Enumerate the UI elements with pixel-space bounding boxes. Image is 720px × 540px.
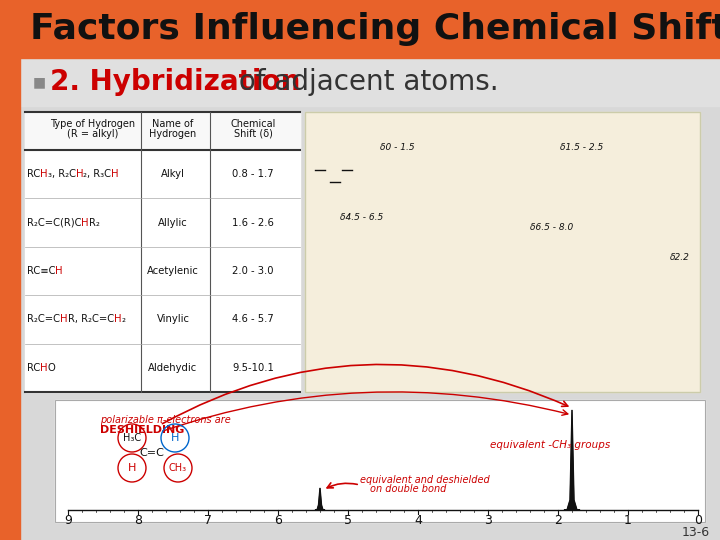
Text: 9.5-10.1: 9.5-10.1 [232, 363, 274, 373]
Text: R₂C=C(R)C: R₂C=C(R)C [27, 218, 81, 227]
Text: CH₃: CH₃ [169, 463, 187, 473]
Text: Name of: Name of [153, 119, 194, 129]
Text: H: H [76, 169, 84, 179]
Text: RC≡C: RC≡C [27, 266, 55, 276]
Text: 3: 3 [484, 514, 492, 526]
Text: Allylic: Allylic [158, 218, 188, 227]
Text: 2.0 - 3.0: 2.0 - 3.0 [233, 266, 274, 276]
Text: O: O [48, 363, 55, 373]
Text: Hydrogen: Hydrogen [149, 129, 197, 139]
Text: of adjacent atoms.: of adjacent atoms. [230, 68, 499, 96]
Text: Factors Influencing Chemical Shifts: Factors Influencing Chemical Shifts [30, 12, 720, 46]
Text: C=C: C=C [140, 448, 164, 458]
Text: Vinylic: Vinylic [156, 314, 189, 325]
Bar [305, 112, 700, 392]
Text: 13-6: 13-6 [682, 525, 710, 538]
Text: H: H [40, 363, 48, 373]
Text: Type of Hydrogen: Type of Hydrogen [50, 119, 135, 129]
Text: H: H [81, 218, 89, 227]
Text: Chemical: Chemical [230, 119, 276, 129]
Text: 1: 1 [624, 514, 632, 526]
Bar [55, 400, 705, 522]
Polygon shape [564, 410, 580, 510]
Text: Alkyl: Alkyl [161, 169, 185, 179]
Text: ₂: ₂ [121, 314, 125, 325]
Text: δ2.2: δ2.2 [670, 253, 690, 262]
Text: equivalent -CH₃ groups: equivalent -CH₃ groups [490, 440, 611, 450]
Text: H: H [112, 169, 119, 179]
Text: H: H [55, 266, 63, 276]
Bar [25, 112, 300, 150]
Text: δ1.5 - 2.5: δ1.5 - 2.5 [560, 143, 603, 152]
Text: (R = alkyl): (R = alkyl) [67, 129, 119, 139]
Text: H₃C: H₃C [123, 433, 141, 443]
Text: ₂, R₃C: ₂, R₃C [84, 169, 112, 179]
Text: H: H [114, 314, 121, 325]
Text: H: H [128, 463, 136, 473]
Text: δ6.5 - 8.0: δ6.5 - 8.0 [530, 223, 573, 232]
Text: 6: 6 [274, 514, 282, 526]
Text: δ4.5 - 6.5: δ4.5 - 6.5 [340, 213, 383, 222]
Text: polarizable π-electrons are: polarizable π-electrons are [100, 415, 230, 425]
Bar [55, 400, 705, 522]
Text: 0: 0 [694, 514, 702, 526]
Text: RC: RC [27, 169, 40, 179]
Text: R₂: R₂ [89, 218, 100, 227]
Text: ₃, R₂C: ₃, R₂C [48, 169, 76, 179]
Text: 1.6 - 2.6: 1.6 - 2.6 [232, 218, 274, 227]
Text: ■: ■ [33, 75, 46, 89]
Text: R, R₂C=C: R, R₂C=C [68, 314, 114, 325]
Text: H: H [60, 314, 68, 325]
Text: H: H [40, 169, 48, 179]
Text: 7: 7 [204, 514, 212, 526]
Text: on double bond: on double bond [370, 484, 446, 494]
Text: 4: 4 [414, 514, 422, 526]
Text: 0.8 - 1.7: 0.8 - 1.7 [232, 169, 274, 179]
Text: R₂C=C: R₂C=C [27, 314, 60, 325]
Text: RC: RC [27, 363, 40, 373]
Text: H: H [171, 433, 179, 443]
Bar [305, 112, 700, 392]
Bar [0, 0, 720, 58]
Text: equivalent and deshielded: equivalent and deshielded [360, 475, 490, 485]
Text: DESHIELDING: DESHIELDING [100, 425, 184, 435]
Polygon shape [315, 488, 325, 510]
Text: 5: 5 [344, 514, 352, 526]
Text: 2: 2 [554, 514, 562, 526]
Text: 4.6 - 5.7: 4.6 - 5.7 [232, 314, 274, 325]
Bar [20, 106, 720, 540]
Text: Aldehydic: Aldehydic [148, 363, 197, 373]
Text: δ0 - 1.5: δ0 - 1.5 [380, 143, 415, 152]
Text: Acetylenic: Acetylenic [147, 266, 199, 276]
Bar [0, 0, 20, 540]
Text: 2. Hybridization: 2. Hybridization [50, 68, 300, 96]
Text: 8: 8 [134, 514, 142, 526]
Bar [25, 112, 300, 392]
Text: Shift (δ): Shift (δ) [233, 129, 272, 139]
Text: 9: 9 [64, 514, 72, 526]
Bar [20, 58, 720, 106]
